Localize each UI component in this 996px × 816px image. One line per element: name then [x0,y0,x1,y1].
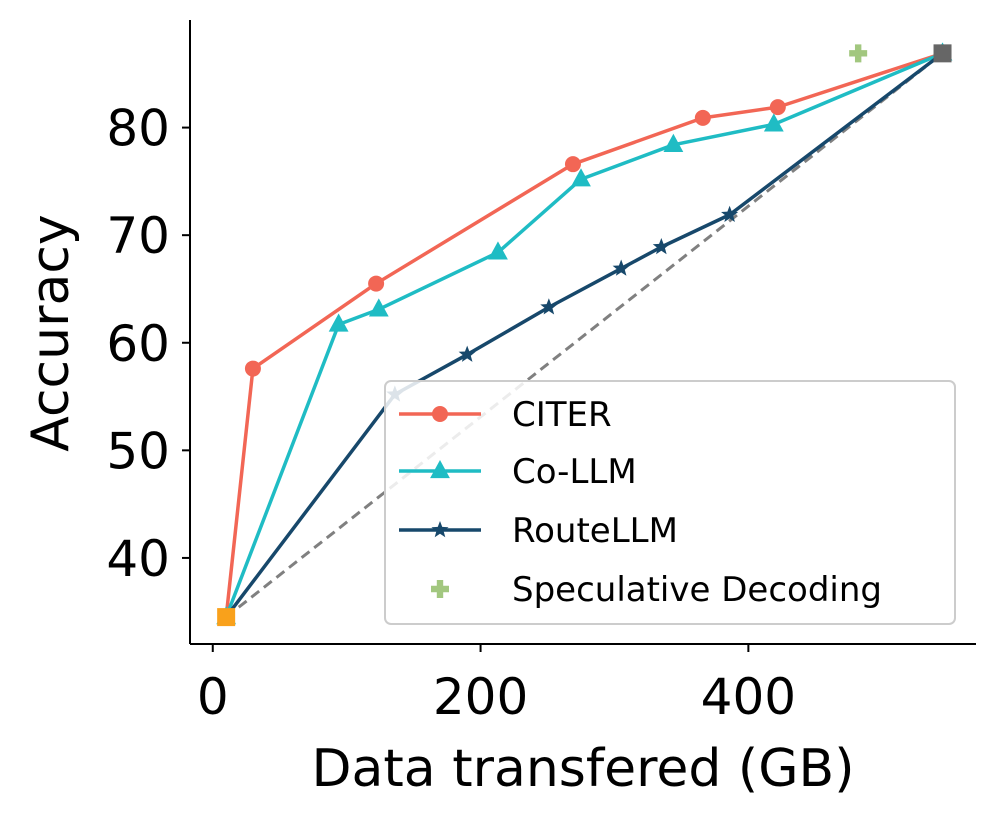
point-routellm-2 [458,345,476,362]
ticks: 0 200 400 40 50 60 70 80 [106,100,796,726]
point-citer-5 [769,99,786,116]
x-tick-label-0: 0 [197,668,229,726]
legend-box [384,380,956,625]
legend-marker-speculative-decoding [431,580,449,598]
legend-label-speculative-decoding: Speculative Decoding [512,570,882,610]
x-tick-label-200: 200 [433,668,528,726]
x-axis-title: Data transfered (GB) [312,739,855,799]
point-speculative-decoding-0 [849,44,868,63]
point-co-llm-5 [663,133,684,152]
x-tick-label-400: 400 [701,668,796,726]
legend: CITER Co-LLM RouteLLM Speculative Decoding [384,380,956,625]
y-axis-title: Accuracy [21,214,81,451]
endpoint-start-marker [217,608,236,627]
point-citer-1 [244,360,261,377]
point-citer-2 [368,275,385,292]
endpoint-end-marker [933,44,952,63]
series-speculative-decoding [849,44,868,63]
legend-label-citer: CITER [512,395,612,435]
legend-label-routellm: RouteLLM [512,511,678,551]
y-tick-label-40: 40 [106,530,170,588]
point-routellm-6 [721,205,739,223]
legend-label-co-llm: Co-LLM [512,452,637,492]
point-co-llm-1 [328,313,349,332]
point-citer-3 [564,156,581,173]
point-citer-4 [694,109,711,126]
series-line-co-llm [224,51,944,618]
y-tick-label-60: 60 [106,315,170,373]
reference-diagonal-line [225,52,944,619]
legend-marker-citer [432,406,448,422]
y-tick-label-50: 50 [106,422,170,480]
axes [189,20,976,645]
point-routellm-5 [652,238,670,255]
point-co-llm-4 [571,168,591,187]
legend-marker-co-llm [430,460,450,479]
point-co-llm-3 [488,241,508,260]
y-tick-label-70: 70 [106,207,170,265]
legend-marker-routellm [431,521,449,538]
point-routellm-4 [612,259,630,276]
y-tick-label-80: 80 [106,100,170,158]
point-co-llm-2 [368,298,389,317]
point-routellm-3 [540,298,558,315]
point-co-llm-6 [763,113,784,132]
